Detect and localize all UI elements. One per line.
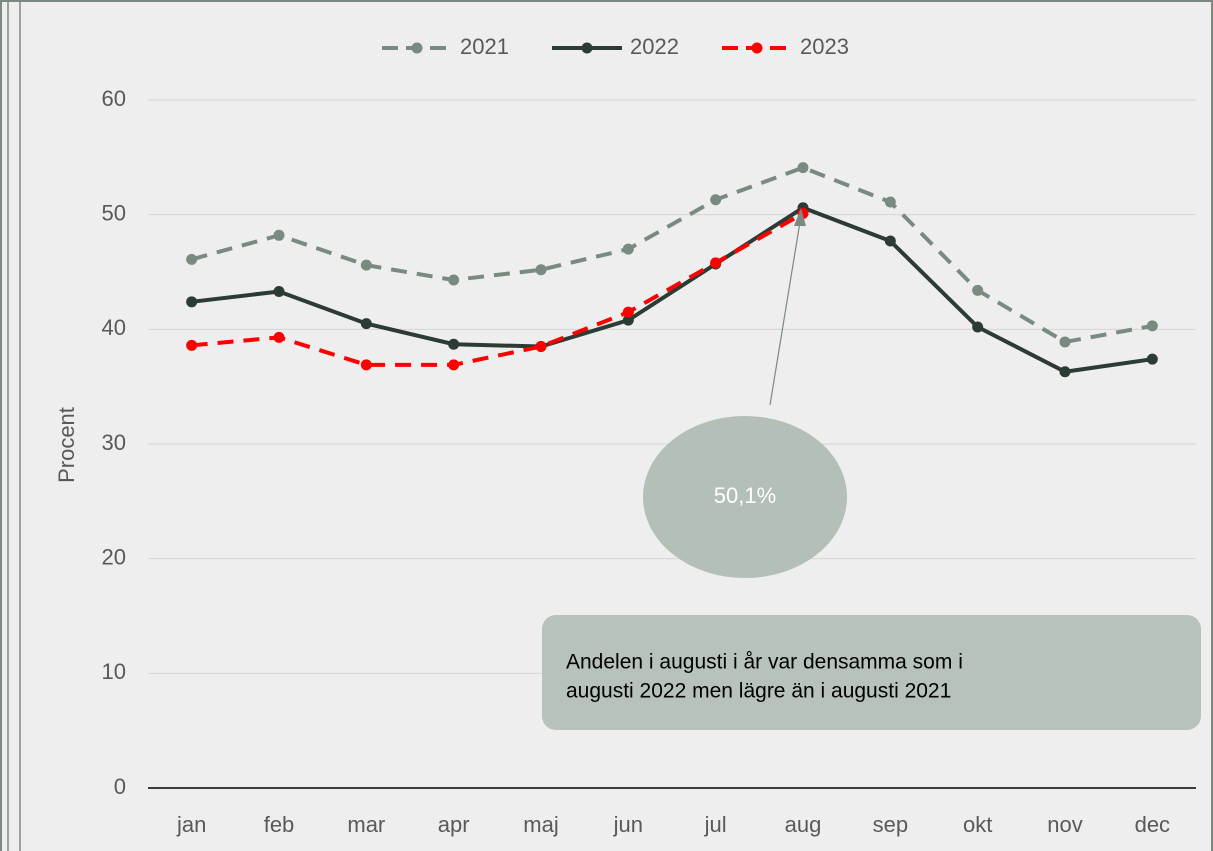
annotation-text: 50,1% xyxy=(714,483,776,508)
x-tick-label: okt xyxy=(963,812,992,837)
series-marker xyxy=(972,284,984,296)
annotation-bubble xyxy=(643,416,847,578)
x-tick-label: sep xyxy=(873,812,908,837)
series-marker xyxy=(360,318,372,330)
y-tick-label: 0 xyxy=(114,774,126,799)
series-line xyxy=(191,205,1153,374)
x-tick-label: maj xyxy=(523,812,558,837)
legend-label: 2022 xyxy=(630,34,679,59)
annotation-box-text: Andelen i augusti i år var densamma som … xyxy=(566,651,963,674)
series-marker xyxy=(448,338,460,350)
y-tick-label: 40 xyxy=(102,315,126,340)
series-marker xyxy=(273,331,285,343)
legend-marker xyxy=(411,42,423,54)
series-marker xyxy=(622,314,634,326)
series-marker xyxy=(710,194,722,206)
series-marker xyxy=(1146,320,1158,332)
series-line xyxy=(191,165,1153,345)
series-marker xyxy=(448,359,460,371)
series-marker xyxy=(273,285,285,297)
annotation-arrowhead xyxy=(794,208,806,226)
series-marker xyxy=(186,339,198,351)
series-marker xyxy=(1059,366,1071,378)
x-tick-label: feb xyxy=(264,812,295,837)
series-marker xyxy=(186,253,198,265)
series-marker xyxy=(360,359,372,371)
series-marker xyxy=(448,274,460,286)
x-tick-label: nov xyxy=(1047,812,1082,837)
series-marker xyxy=(710,257,722,269)
legend-marker xyxy=(581,42,593,54)
series-marker xyxy=(1146,353,1158,365)
series-marker xyxy=(622,306,634,318)
x-tick-label: dec xyxy=(1135,812,1170,837)
x-tick-label: apr xyxy=(438,812,470,837)
series-marker xyxy=(622,243,634,255)
legend-label: 2023 xyxy=(800,34,849,59)
x-tick-label: jul xyxy=(704,812,727,837)
annotation-arrow xyxy=(769,221,801,406)
series-line xyxy=(191,211,804,367)
series-marker xyxy=(797,162,809,174)
series-marker xyxy=(360,259,372,271)
y-tick-label: 60 xyxy=(102,86,126,111)
series-marker xyxy=(273,229,285,241)
series-marker xyxy=(1059,336,1071,348)
x-tick-label: jan xyxy=(176,812,206,837)
y-tick-label: 50 xyxy=(102,200,126,225)
legend-marker xyxy=(751,42,763,54)
y-tick-label: 30 xyxy=(102,430,126,455)
series-marker xyxy=(972,321,984,333)
series-marker xyxy=(535,264,547,276)
annotation-box-text: augusti 2022 men lägre än i augusti 2021 xyxy=(566,680,951,703)
x-tick-label: mar xyxy=(347,812,385,837)
series-marker xyxy=(535,341,547,353)
x-tick-label: jun xyxy=(613,812,643,837)
y-tick-label: 10 xyxy=(102,659,126,684)
annotation-box xyxy=(542,615,1201,730)
x-tick-label: aug xyxy=(785,812,822,837)
y-tick-label: 20 xyxy=(102,544,126,569)
series-marker xyxy=(884,235,896,247)
legend-label: 2021 xyxy=(460,34,509,59)
y-axis-label: Procent xyxy=(54,407,79,483)
series-marker xyxy=(186,296,198,308)
series-marker xyxy=(884,196,896,208)
